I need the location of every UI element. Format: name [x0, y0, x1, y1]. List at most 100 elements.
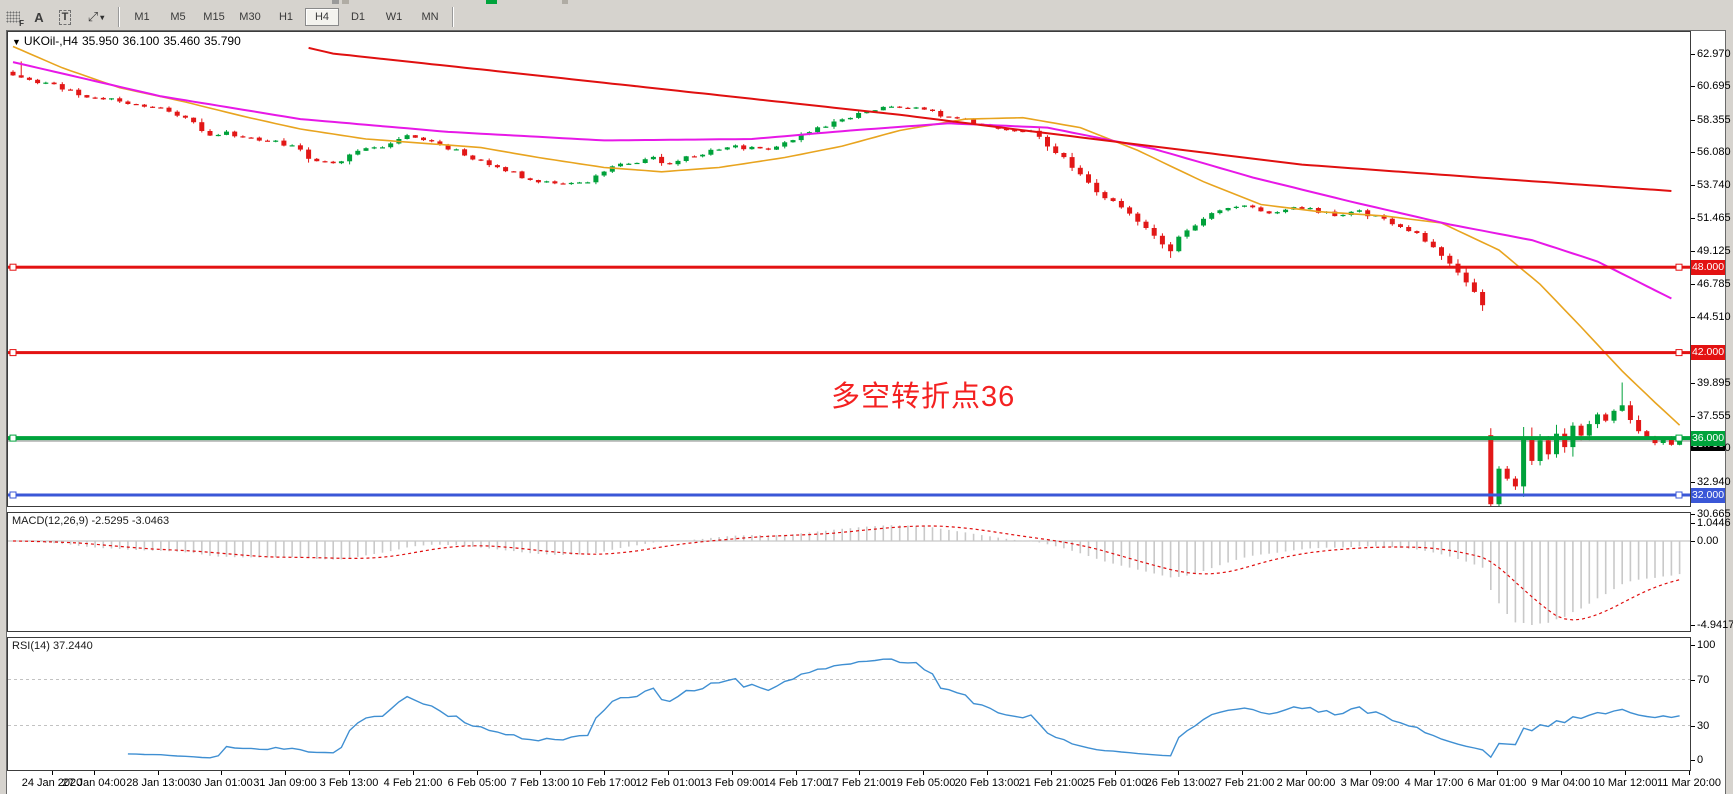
- price-axis-label: -4.9417: [1697, 619, 1733, 631]
- price-badge-36.000: 36.000: [1691, 431, 1725, 446]
- time-axis-label: 7 Feb 13:00: [510, 777, 570, 789]
- axis-tick-mark: [1691, 185, 1695, 186]
- time-tick-mark: [1434, 771, 1435, 775]
- time-tick-mark: [158, 771, 159, 775]
- main-chart-pane[interactable]: ▼ UKOil-,H4 35.950 36.100 35.460 35.790 多空转折点…: [7, 31, 1691, 507]
- symbol-period: UKOil-,H4: [23, 34, 78, 48]
- price-axis-label: 0.00: [1697, 535, 1719, 547]
- time-tick-mark: [859, 771, 860, 775]
- time-tick-mark: [796, 771, 797, 775]
- chart-window: ▼ UKOil-,H4 35.950 36.100 35.460 35.790 多空转折点…: [6, 30, 1733, 794]
- tf-button-W1[interactable]: W1: [385, 11, 403, 23]
- axis-tick-mark: [1691, 680, 1695, 681]
- time-axis-label: 26 Feb 13:00: [1145, 777, 1211, 789]
- time-axis-label: 30 Jan 01:00: [189, 777, 253, 789]
- time-axis-label: 11 Mar 20:00: [1656, 777, 1722, 789]
- time-axis-label: 4 Mar 17:00: [1404, 777, 1464, 789]
- time-axis-label: 19 Feb 05:00: [890, 777, 956, 789]
- axis-tick-mark: [1691, 284, 1695, 285]
- grid-f-icon[interactable]: F: [1, 7, 25, 28]
- price-axis-label: 100: [1697, 639, 1716, 651]
- toolbar: F A T ⤢ ▾ M1 M5 M15 M30 H1 H4 D1 W1 MN: [0, 5, 1733, 29]
- pane-splitter[interactable]: [7, 507, 1691, 512]
- axis-tick-mark: [1691, 54, 1695, 55]
- candlestick-chart[interactable]: [8, 32, 1690, 506]
- time-tick-mark: [540, 771, 541, 775]
- dropdown-caret-icon[interactable]: ▾: [100, 12, 105, 22]
- bar-close: 35.790: [204, 34, 241, 48]
- time-tick-mark: [987, 771, 988, 775]
- time-axis-label: 9 Mar 04:00: [1531, 777, 1591, 789]
- bar-low: 35.460: [163, 34, 201, 48]
- price-badge-32.000: 32.000: [1691, 488, 1725, 503]
- macd-chart[interactable]: [8, 513, 1690, 631]
- price-badge-42.000: 42.000: [1691, 345, 1725, 360]
- tf-button-H1[interactable]: H1: [278, 11, 294, 23]
- time-axis-label: 21 Feb 21:00: [1018, 777, 1084, 789]
- toolbar-separator: [452, 7, 454, 27]
- tf-button-D1[interactable]: D1: [350, 11, 366, 23]
- tf-button-H4[interactable]: H4: [305, 8, 339, 26]
- time-axis-label: 2 Mar 00:00: [1276, 777, 1336, 789]
- time-tick-mark: [94, 771, 95, 775]
- time-tick-mark: [1051, 771, 1052, 775]
- time-axis-label: 4 Feb 21:00: [383, 777, 443, 789]
- macd-pane[interactable]: MACD(12,26,9) -2.5295 -3.0463: [7, 512, 1691, 632]
- window-edge-fragment: [342, 0, 349, 4]
- time-tick-mark: [1689, 771, 1690, 775]
- pane-splitter[interactable]: [7, 632, 1691, 637]
- rsi-pane[interactable]: RSI(14) 37.2440: [7, 637, 1691, 771]
- rsi-chart[interactable]: [8, 638, 1690, 770]
- time-axis-label: 20 Feb 13:00: [954, 777, 1020, 789]
- axis-tick-mark: [1691, 541, 1695, 542]
- grid-dots: [6, 11, 20, 23]
- time-tick-mark: [604, 771, 605, 775]
- chart-annotation-text[interactable]: 多空转折点36: [831, 381, 1016, 413]
- axis-tick-mark: [1691, 482, 1695, 483]
- tf-button-MN[interactable]: MN: [421, 11, 439, 23]
- axis-tick-mark: [1691, 514, 1695, 515]
- time-axis-label: 10 Feb 17:00: [571, 777, 637, 789]
- window-edge-fragment: [486, 0, 497, 4]
- price-axis-label: 60.695: [1697, 80, 1731, 92]
- time-axis-label: 10 Mar 12:00: [1592, 777, 1658, 789]
- price-axis-label: 58.355: [1697, 114, 1731, 126]
- price-axis-label: 62.970: [1697, 48, 1731, 60]
- draw-arrows-icon[interactable]: ⤢ ▾: [87, 9, 105, 24]
- symbol-dropdown-icon[interactable]: ▼: [12, 37, 21, 47]
- price-axis-label: 51.465: [1697, 212, 1731, 224]
- time-axis[interactable]: 24 Jan 2020 27 Jan 04:00 28 Jan 13:00 30 Ja…: [7, 771, 1725, 794]
- time-axis-label: 12 Feb 01:00: [635, 777, 701, 789]
- window-edge-fragment: [562, 0, 568, 4]
- tf-button-M1[interactable]: M1: [134, 11, 150, 23]
- draw-text-label-icon[interactable]: T: [53, 7, 77, 27]
- time-axis-label: 13 Feb 09:00: [699, 777, 765, 789]
- time-axis-label: 27 Jan 04:00: [62, 777, 126, 789]
- window-edge-fragment: [332, 0, 339, 4]
- time-tick-mark: [1370, 771, 1371, 775]
- time-axis-label: 25 Feb 01:00: [1082, 777, 1148, 789]
- time-axis-label: 6 Feb 05:00: [447, 777, 507, 789]
- price-axis[interactable]: 62.970 60.695 58.355 56.080 53.740 51.465 49.1…: [1691, 31, 1733, 771]
- price-axis-label: 30: [1697, 720, 1710, 732]
- price-axis-label: 53.740: [1697, 179, 1731, 191]
- axis-tick-mark: [1691, 317, 1695, 318]
- toolbar-separator: [118, 7, 120, 27]
- time-tick-mark: [285, 771, 286, 775]
- time-tick-mark: [1178, 771, 1179, 775]
- price-badge-48.000: 48.000: [1691, 260, 1725, 275]
- tf-button-M30[interactable]: M30: [239, 11, 261, 23]
- timeframe-buttons: M1 M5 M15 M30 H1 H4 D1 W1 MN: [124, 8, 448, 26]
- bar-high: 36.100: [122, 34, 160, 48]
- time-tick-mark: [1625, 771, 1626, 775]
- axis-tick-mark: [1691, 760, 1695, 761]
- axis-tick-mark: [1691, 120, 1695, 121]
- price-axis-label: 39.895: [1697, 377, 1731, 389]
- axis-tick-mark: [1691, 416, 1695, 417]
- draw-text-icon[interactable]: A: [34, 9, 44, 25]
- axis-tick-mark: [1691, 625, 1695, 626]
- tf-button-M5[interactable]: M5: [170, 11, 186, 23]
- tf-button-M15[interactable]: M15: [203, 11, 225, 23]
- price-axis-label: 70: [1697, 674, 1710, 686]
